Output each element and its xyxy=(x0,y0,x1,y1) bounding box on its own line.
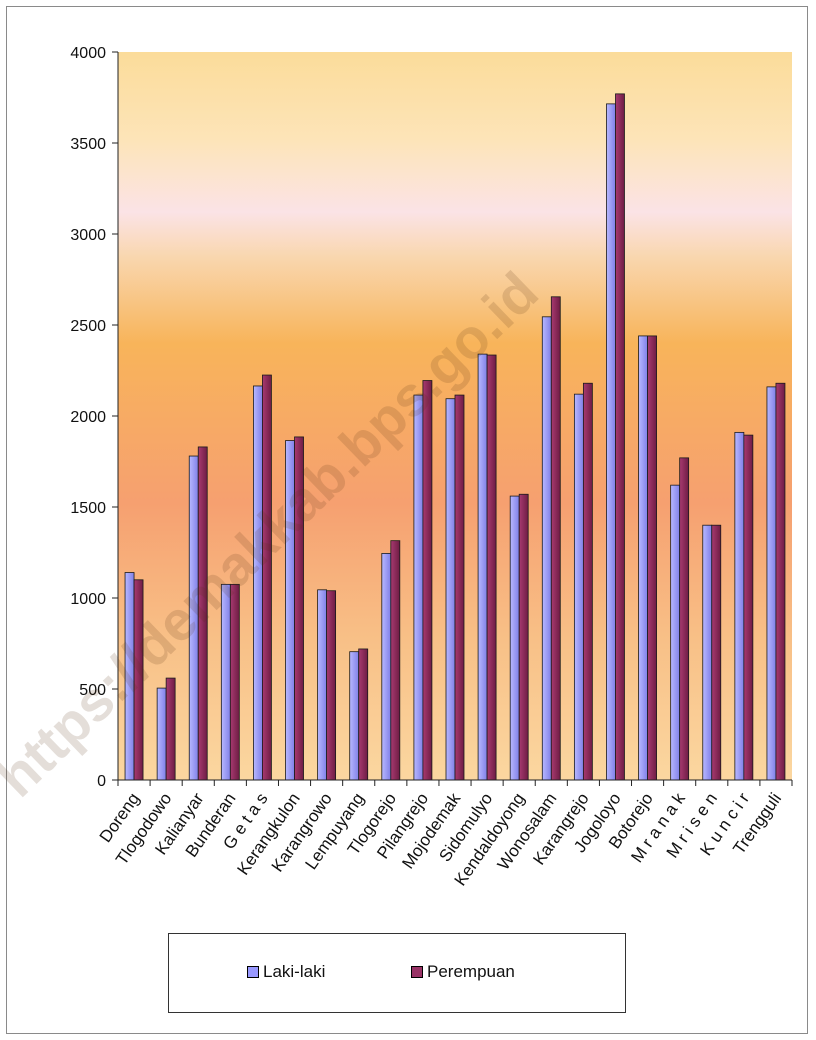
legend-item-perempuan: Perempuan xyxy=(411,962,515,982)
bar-perempuan xyxy=(550,296,561,781)
bar-perempuan xyxy=(326,590,337,781)
bar-perempuan xyxy=(647,335,657,781)
bar-perempuan xyxy=(582,382,593,781)
bar-perempuan xyxy=(615,93,625,781)
y-tick-label: 1500 xyxy=(70,500,106,517)
bar-perempuan xyxy=(486,354,497,781)
bar-laki-laki xyxy=(766,386,777,781)
bar-laki-laki xyxy=(156,687,167,781)
legend-swatch-perempuan xyxy=(411,966,423,978)
bar-laki-laki xyxy=(188,455,199,781)
bar-laki-laki xyxy=(670,484,681,781)
bar-laki-laki xyxy=(285,440,295,781)
bar-perempuan xyxy=(165,677,176,781)
bar-laki-laki xyxy=(638,335,648,781)
y-tick-label: 1000 xyxy=(70,591,106,608)
y-tick-label: 3500 xyxy=(70,136,106,153)
legend-swatch-laki-laki xyxy=(247,966,259,978)
bar-perempuan xyxy=(133,579,144,781)
y-tick-label: 2500 xyxy=(70,318,106,335)
bar-laki-laki xyxy=(477,353,488,781)
legend-item-laki-laki: Laki-laki xyxy=(247,962,325,982)
legend: Laki-laki Perempuan xyxy=(168,933,626,1013)
bar-perempuan xyxy=(454,394,465,781)
bar-laki-laki xyxy=(413,394,424,781)
legend-label-perempuan: Perempuan xyxy=(427,962,515,981)
y-axis: 0 500 1000 1500 2000 2500 3000 3500 4000 xyxy=(70,45,119,790)
bar-perempuan xyxy=(358,648,369,781)
legend-label-laki-laki: Laki-laki xyxy=(263,962,326,981)
bar-laki-laki xyxy=(124,572,135,781)
bar-perempuan xyxy=(197,446,208,781)
bar-perempuan xyxy=(229,583,240,781)
bar-perempuan xyxy=(711,524,722,781)
bar-laki-laki xyxy=(606,103,616,781)
bar-laki-laki xyxy=(253,385,263,781)
bar-laki-laki xyxy=(317,589,328,781)
bar-laki-laki xyxy=(220,583,231,781)
bar-laki-laki xyxy=(573,393,584,781)
bar-perempuan xyxy=(775,382,786,781)
bar-perempuan xyxy=(262,374,272,781)
y-tick-label: 0 xyxy=(97,773,106,790)
bar-laki-laki xyxy=(509,495,520,781)
y-tick-label: 500 xyxy=(79,682,106,699)
y-tick-label: 4000 xyxy=(70,45,106,62)
bar-laki-laki xyxy=(381,553,392,781)
bar-series xyxy=(124,93,786,781)
y-tick-label: 3000 xyxy=(70,227,106,244)
bar-perempuan xyxy=(294,436,304,781)
bar-laki-laki xyxy=(734,431,745,781)
bar-laki-laki xyxy=(445,398,456,781)
bar-laki-laki xyxy=(702,524,713,781)
bar-perempuan xyxy=(390,540,401,781)
y-tick-label: 2000 xyxy=(70,409,106,426)
bar-laki-laki xyxy=(541,316,552,781)
bar-perempuan xyxy=(518,493,529,781)
bar-laki-laki xyxy=(349,651,360,781)
bar-perempuan xyxy=(422,380,433,781)
bar-perempuan xyxy=(743,434,754,781)
bar-perempuan xyxy=(679,457,690,781)
